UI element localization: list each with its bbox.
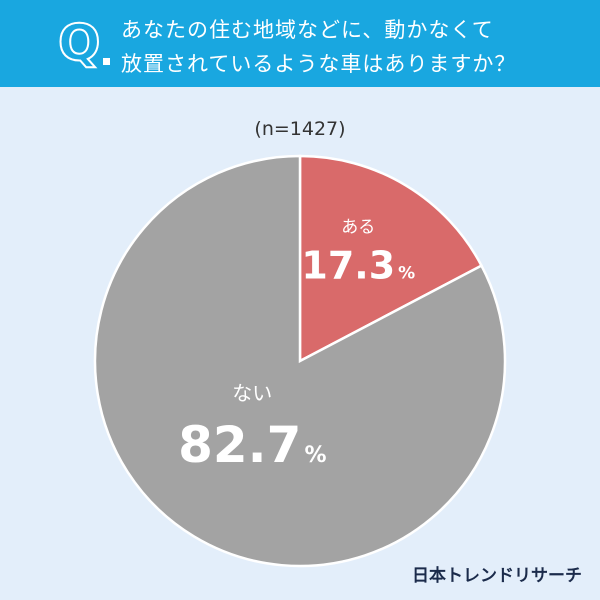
percent-unit: % [304,443,326,468]
brand-logo: 日本トレンドリサーチ [412,566,582,586]
q-dot-icon [103,58,110,65]
q-icon: Q [57,14,101,72]
percent-unit: % [398,263,415,283]
pie-slice-0 [298,154,484,364]
slice-label: ない [232,381,272,405]
slice-label: ある [341,217,375,237]
pie-slice-1 [93,154,507,568]
question-line-1: あなたの住む地域などに、動かなくて [121,18,494,42]
question-header: Q あなたの住む地域などに、動かなくて 放置されているような車はありますか？ [0,0,600,87]
sample-size: (n=1427) [254,118,346,140]
question-line-2: 放置されているような車はありますか？ [121,52,517,76]
